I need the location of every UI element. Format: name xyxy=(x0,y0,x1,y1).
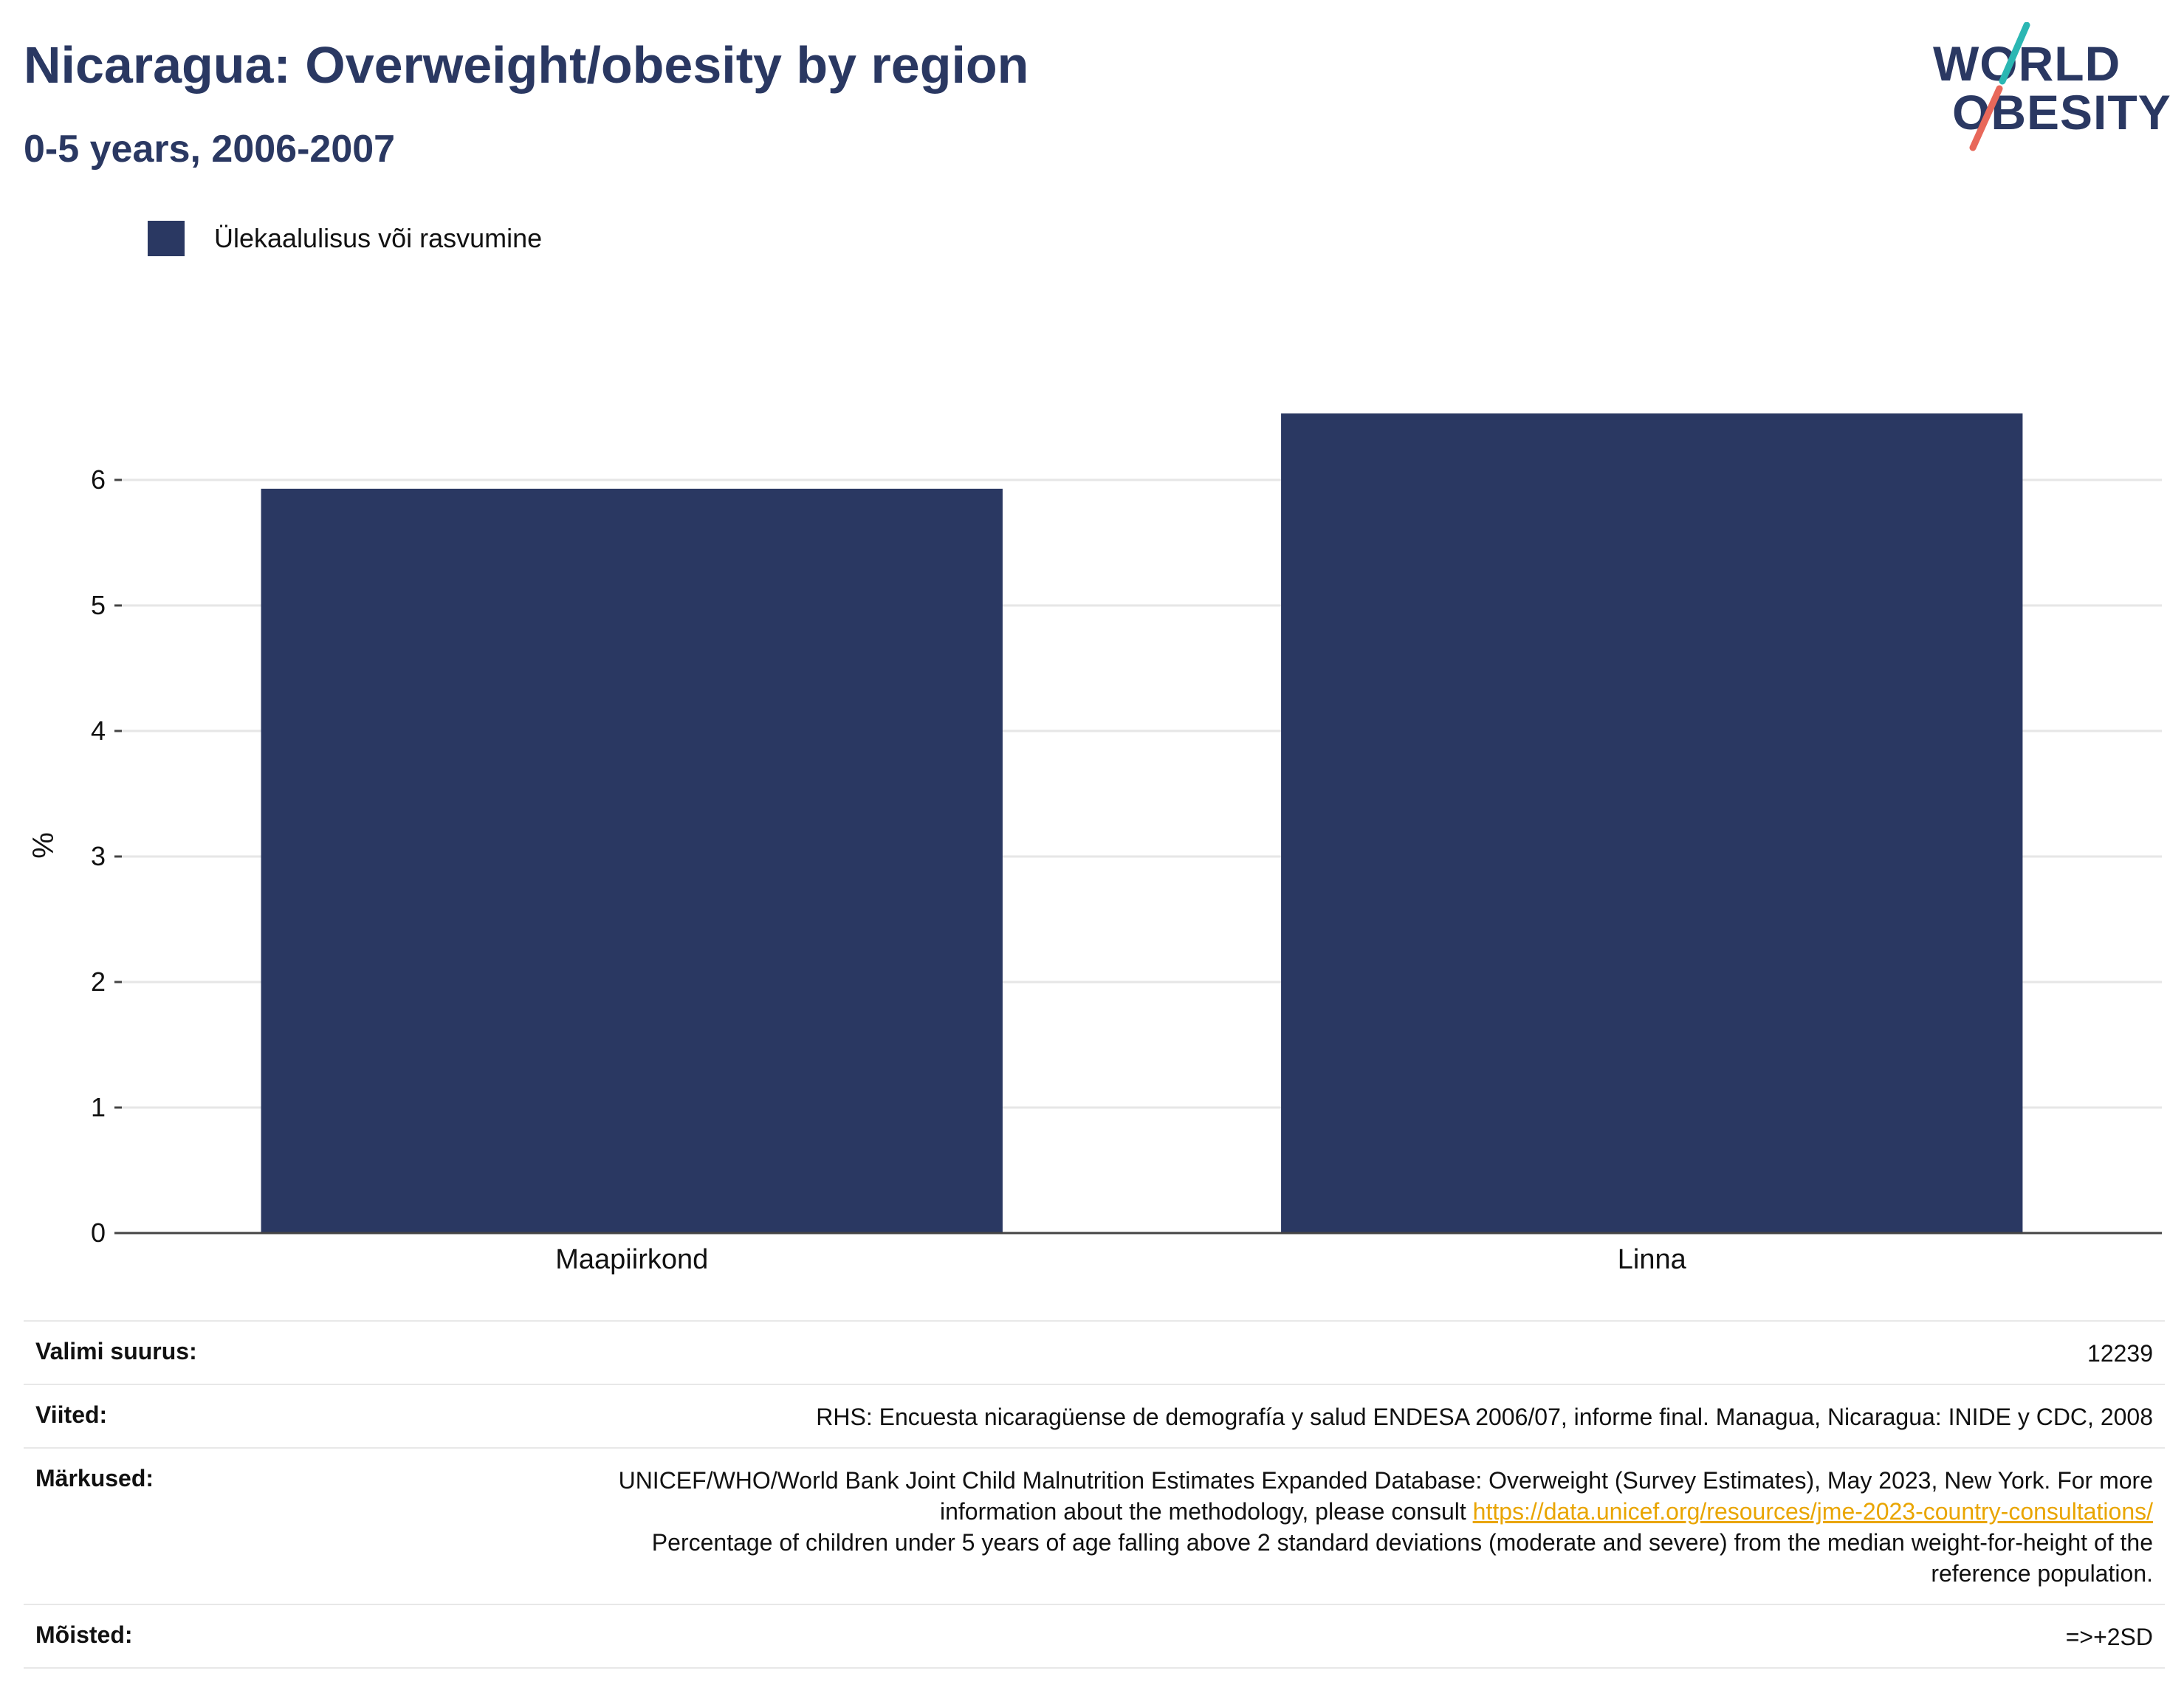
y-tick-label: 2 xyxy=(91,967,106,997)
sample-size-value: 12239 xyxy=(2087,1340,2153,1367)
notes-value: UNICEF/WHO/World Bank Joint Child Malnut… xyxy=(566,1465,2153,1589)
legend-swatch xyxy=(148,221,185,256)
y-tick-label: 4 xyxy=(91,715,106,746)
footer-row-definitions: Mõisted: =>+2SD xyxy=(24,1604,2165,1669)
bar-maapiirkond xyxy=(261,488,1003,1233)
definitions-value: =>+2SD xyxy=(2065,1624,2153,1650)
legend-label: Ülekaalulisus või rasvumine xyxy=(214,223,543,253)
chart-subtitle: 0-5 years, 2006-2007 xyxy=(24,128,396,171)
notes-link[interactable]: https://data.unicef.org/resources/jme-20… xyxy=(1472,1498,2153,1525)
references-label: Viited: xyxy=(35,1401,108,1428)
footer-row-notes: Märkused: UNICEF/WHO/World Bank Joint Ch… xyxy=(24,1447,2165,1604)
y-tick-label: 0 xyxy=(91,1218,106,1248)
footer-row-references: Viited: RHS: Encuesta nicaragüense de de… xyxy=(24,1384,2165,1447)
bar-chart: 0 1 2 3 4 5 6% Maapiirkond Linna xyxy=(27,413,2162,1275)
logo-word-world: WORLD xyxy=(1933,36,2121,91)
chart-footer: Valimi suurus: 12239 Viited: RHS: Encues… xyxy=(24,1320,2165,1669)
x-tick-label: Maapiirkond xyxy=(555,1244,708,1275)
notes-label: Märkused: xyxy=(35,1465,154,1491)
bar-linna xyxy=(1281,413,2023,1233)
footer-row-sample-size: Valimi suurus: 12239 xyxy=(24,1320,2165,1384)
y-tick-label: 6 xyxy=(91,464,106,495)
y-axis-label: % xyxy=(27,832,60,859)
world-obesity-logo: WORLD OBESITY xyxy=(1920,22,2171,155)
logo-slash-icon xyxy=(1969,22,2030,151)
notes-text-2: Percentage of children under 5 years of … xyxy=(651,1529,2153,1587)
y-tick-label: 3 xyxy=(91,841,106,871)
notes-text-1: UNICEF/WHO/World Bank Joint Child Malnut… xyxy=(618,1467,2153,1525)
y-tick-label: 5 xyxy=(91,590,106,620)
legend: Ülekaalulisus või rasvumine xyxy=(148,220,542,257)
definitions-label: Mõisted: xyxy=(35,1621,133,1648)
x-tick-label: Linna xyxy=(1618,1244,1687,1275)
y-tick-label: 1 xyxy=(91,1092,106,1122)
references-value: RHS: Encuesta nicaragüense de demografía… xyxy=(816,1404,2153,1430)
chart-title: Nicaragua: Overweight/obesity by region xyxy=(24,36,1029,94)
sample-size-label: Valimi suurus: xyxy=(35,1338,197,1364)
